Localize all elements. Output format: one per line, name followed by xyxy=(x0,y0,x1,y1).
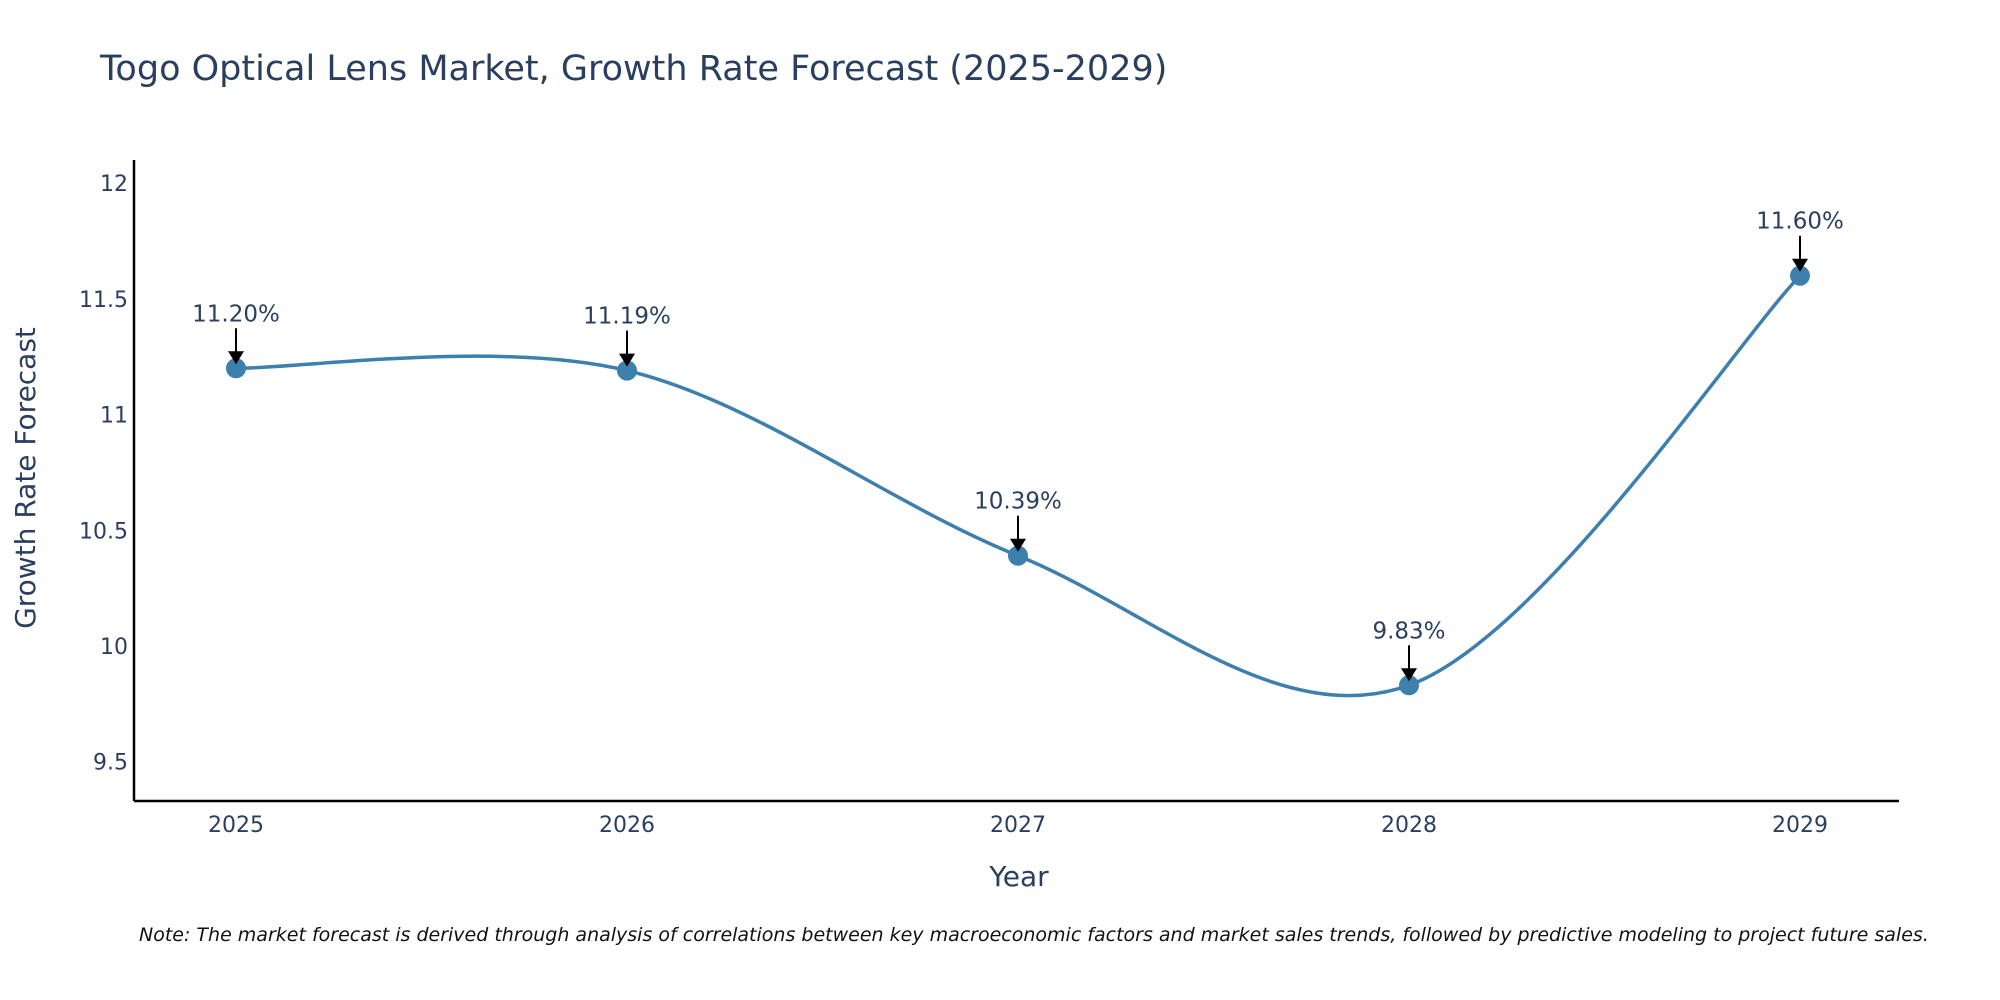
x-axis-ticks: 2025 2026 2027 2028 2029 xyxy=(208,813,1828,838)
forecast-note: Note: The market forecast is derived thr… xyxy=(139,924,1929,946)
y-axis-title: Growth Rate Forecast xyxy=(9,327,42,629)
data-label: 11.60% xyxy=(1756,209,1844,235)
data-point xyxy=(1008,545,1028,566)
data-label: 10.39% xyxy=(974,489,1062,515)
data-label: 11.19% xyxy=(583,304,671,330)
x-tick-label: 2029 xyxy=(1772,813,1828,838)
series-line-layer xyxy=(235,274,1802,698)
data-label: 9.83% xyxy=(1372,618,1445,644)
data-label-annotations: 11.20% 11.19% 10.39% 9.83% 11.60% xyxy=(192,209,1844,682)
y-tick-label: 11 xyxy=(100,404,128,429)
annotation-arrowhead xyxy=(1010,538,1026,552)
x-tick-label: 2026 xyxy=(599,813,655,838)
data-point xyxy=(226,358,246,379)
data-point xyxy=(1399,675,1419,696)
y-axis-ticks: 9.5 10 10.5 11 11.5 12 xyxy=(79,172,128,776)
x-tick-label: 2025 xyxy=(208,813,264,838)
y-tick-label: 11.5 xyxy=(79,288,128,313)
data-label: 11.20% xyxy=(192,301,280,327)
y-tick-label: 12 xyxy=(100,172,128,197)
chart-title: Togo Optical Lens Market, Growth Rate Fo… xyxy=(99,49,1167,89)
annotation-arrowhead xyxy=(1401,668,1417,682)
series-line xyxy=(235,274,1802,698)
y-tick-label: 10.5 xyxy=(79,519,128,544)
x-tick-label: 2028 xyxy=(1381,813,1437,838)
x-axis-title: Year xyxy=(988,860,1049,893)
y-tick-label: 10 xyxy=(100,635,128,660)
axes xyxy=(132,160,1899,803)
data-point xyxy=(1790,265,1810,286)
data-points xyxy=(226,265,1810,696)
annotation-arrowhead xyxy=(1792,258,1808,272)
y-tick-label: 9.5 xyxy=(93,751,128,776)
annotation-arrowhead xyxy=(619,353,635,367)
x-tick-label: 2027 xyxy=(990,813,1046,838)
annotation-arrowhead xyxy=(228,351,244,365)
data-point xyxy=(617,360,637,381)
